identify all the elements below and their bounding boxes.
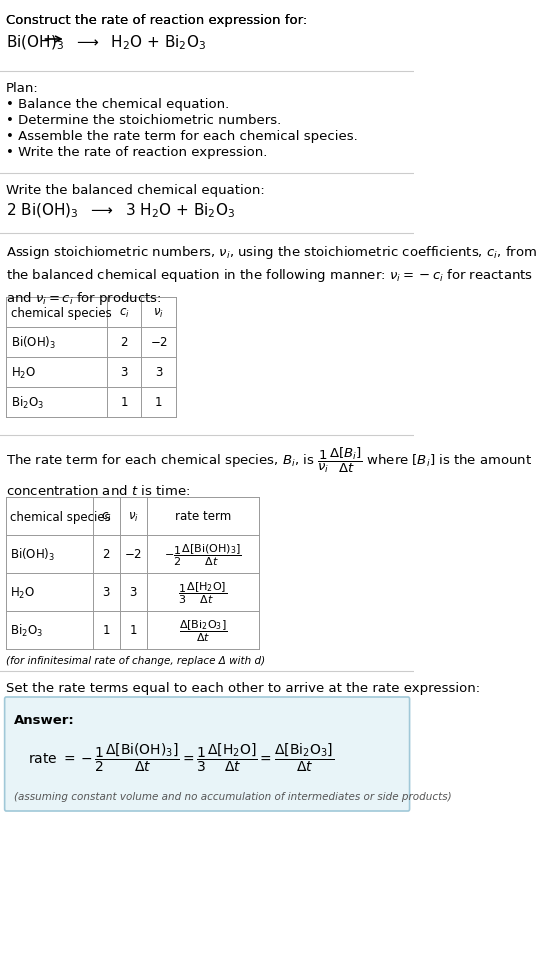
Text: 1: 1: [130, 624, 137, 637]
Text: rate $= -\dfrac{1}{2}\dfrac{\Delta[\mathrm{Bi(OH)_3}]}{\Delta t}= \dfrac{1}{3}\d: rate $= -\dfrac{1}{2}\dfrac{\Delta[\math…: [28, 741, 334, 774]
Text: chemical species: chemical species: [11, 306, 111, 319]
Text: 3: 3: [121, 366, 128, 379]
Text: $\dfrac{\Delta[\mathrm{Bi_2O_3}]}{\Delta t}$: $\dfrac{\Delta[\mathrm{Bi_2O_3}]}{\Delta…: [178, 618, 227, 643]
Text: 1: 1: [155, 396, 162, 409]
Text: Bi(OH)$_3$: Bi(OH)$_3$: [11, 335, 56, 351]
Text: rate term: rate term: [175, 510, 231, 523]
FancyBboxPatch shape: [5, 698, 410, 811]
Text: Set the rate terms equal to each other to arrive at the rate expression:: Set the rate terms equal to each other t…: [6, 681, 480, 695]
Text: Bi$_2$O$_3$: Bi$_2$O$_3$: [10, 622, 43, 639]
Text: Plan:: Plan:: [6, 82, 39, 95]
Text: 3: 3: [155, 366, 162, 379]
Text: 2: 2: [102, 548, 110, 561]
Text: H$_2$O: H$_2$O: [10, 585, 35, 600]
Text: Bi$_2$O$_3$: Bi$_2$O$_3$: [11, 395, 44, 411]
Text: $c_i$: $c_i$: [118, 306, 129, 319]
Text: $c_i$: $c_i$: [101, 510, 111, 523]
Text: $-2$: $-2$: [124, 548, 143, 561]
Text: $-\dfrac{1}{2}\dfrac{\Delta[\mathrm{Bi(OH)_3}]}{\Delta t}$: $-\dfrac{1}{2}\dfrac{\Delta[\mathrm{Bi(O…: [164, 541, 242, 567]
Text: $\nu_i$: $\nu_i$: [128, 510, 139, 523]
Text: 3: 3: [130, 586, 137, 598]
Text: (for infinitesimal rate of change, replace Δ with d): (for infinitesimal rate of change, repla…: [6, 656, 265, 665]
Text: • Assemble the rate term for each chemical species.: • Assemble the rate term for each chemic…: [6, 130, 358, 143]
Text: 2 Bi(OH)$_3$  $\longrightarrow$  3 H$_2$O + Bi$_2$O$_3$: 2 Bi(OH)$_3$ $\longrightarrow$ 3 H$_2$O …: [6, 202, 235, 220]
Text: The rate term for each chemical species, $B_i$, is $\dfrac{1}{\nu_i}\dfrac{\Delt: The rate term for each chemical species,…: [6, 446, 532, 497]
Text: chemical species: chemical species: [10, 510, 111, 523]
Text: $\nu_i$: $\nu_i$: [153, 306, 164, 319]
Text: • Determine the stoichiometric numbers.: • Determine the stoichiometric numbers.: [6, 113, 281, 127]
Text: Bi(OH)$_3$  $\longrightarrow$  H$_2$O + Bi$_2$O$_3$: Bi(OH)$_3$ $\longrightarrow$ H$_2$O + Bi…: [6, 34, 206, 52]
Text: Construct the rate of reaction expression for:: Construct the rate of reaction expressio…: [6, 14, 308, 27]
Text: • Write the rate of reaction expression.: • Write the rate of reaction expression.: [6, 146, 267, 159]
Text: Construct the rate of reaction expression for:: Construct the rate of reaction expressio…: [6, 14, 308, 27]
Text: Bi(OH)$_3$: Bi(OH)$_3$: [10, 546, 55, 562]
Text: $-2$: $-2$: [150, 336, 168, 349]
Text: • Balance the chemical equation.: • Balance the chemical equation.: [6, 98, 229, 111]
Text: 1: 1: [120, 396, 128, 409]
Text: Answer:: Answer:: [14, 713, 75, 726]
Text: (assuming constant volume and no accumulation of intermediates or side products): (assuming constant volume and no accumul…: [14, 791, 451, 801]
Text: H$_2$O: H$_2$O: [11, 365, 36, 380]
Text: Write the balanced chemical equation:: Write the balanced chemical equation:: [6, 184, 265, 196]
Text: 3: 3: [102, 586, 110, 598]
Text: 2: 2: [120, 336, 128, 349]
Text: 1: 1: [102, 624, 110, 637]
Text: $\dfrac{1}{3}\dfrac{\Delta[\mathrm{H_2O}]}{\Delta t}$: $\dfrac{1}{3}\dfrac{\Delta[\mathrm{H_2O}…: [178, 579, 227, 605]
Text: Assign stoichiometric numbers, $\nu_i$, using the stoichiometric coefficients, $: Assign stoichiometric numbers, $\nu_i$, …: [6, 244, 536, 307]
